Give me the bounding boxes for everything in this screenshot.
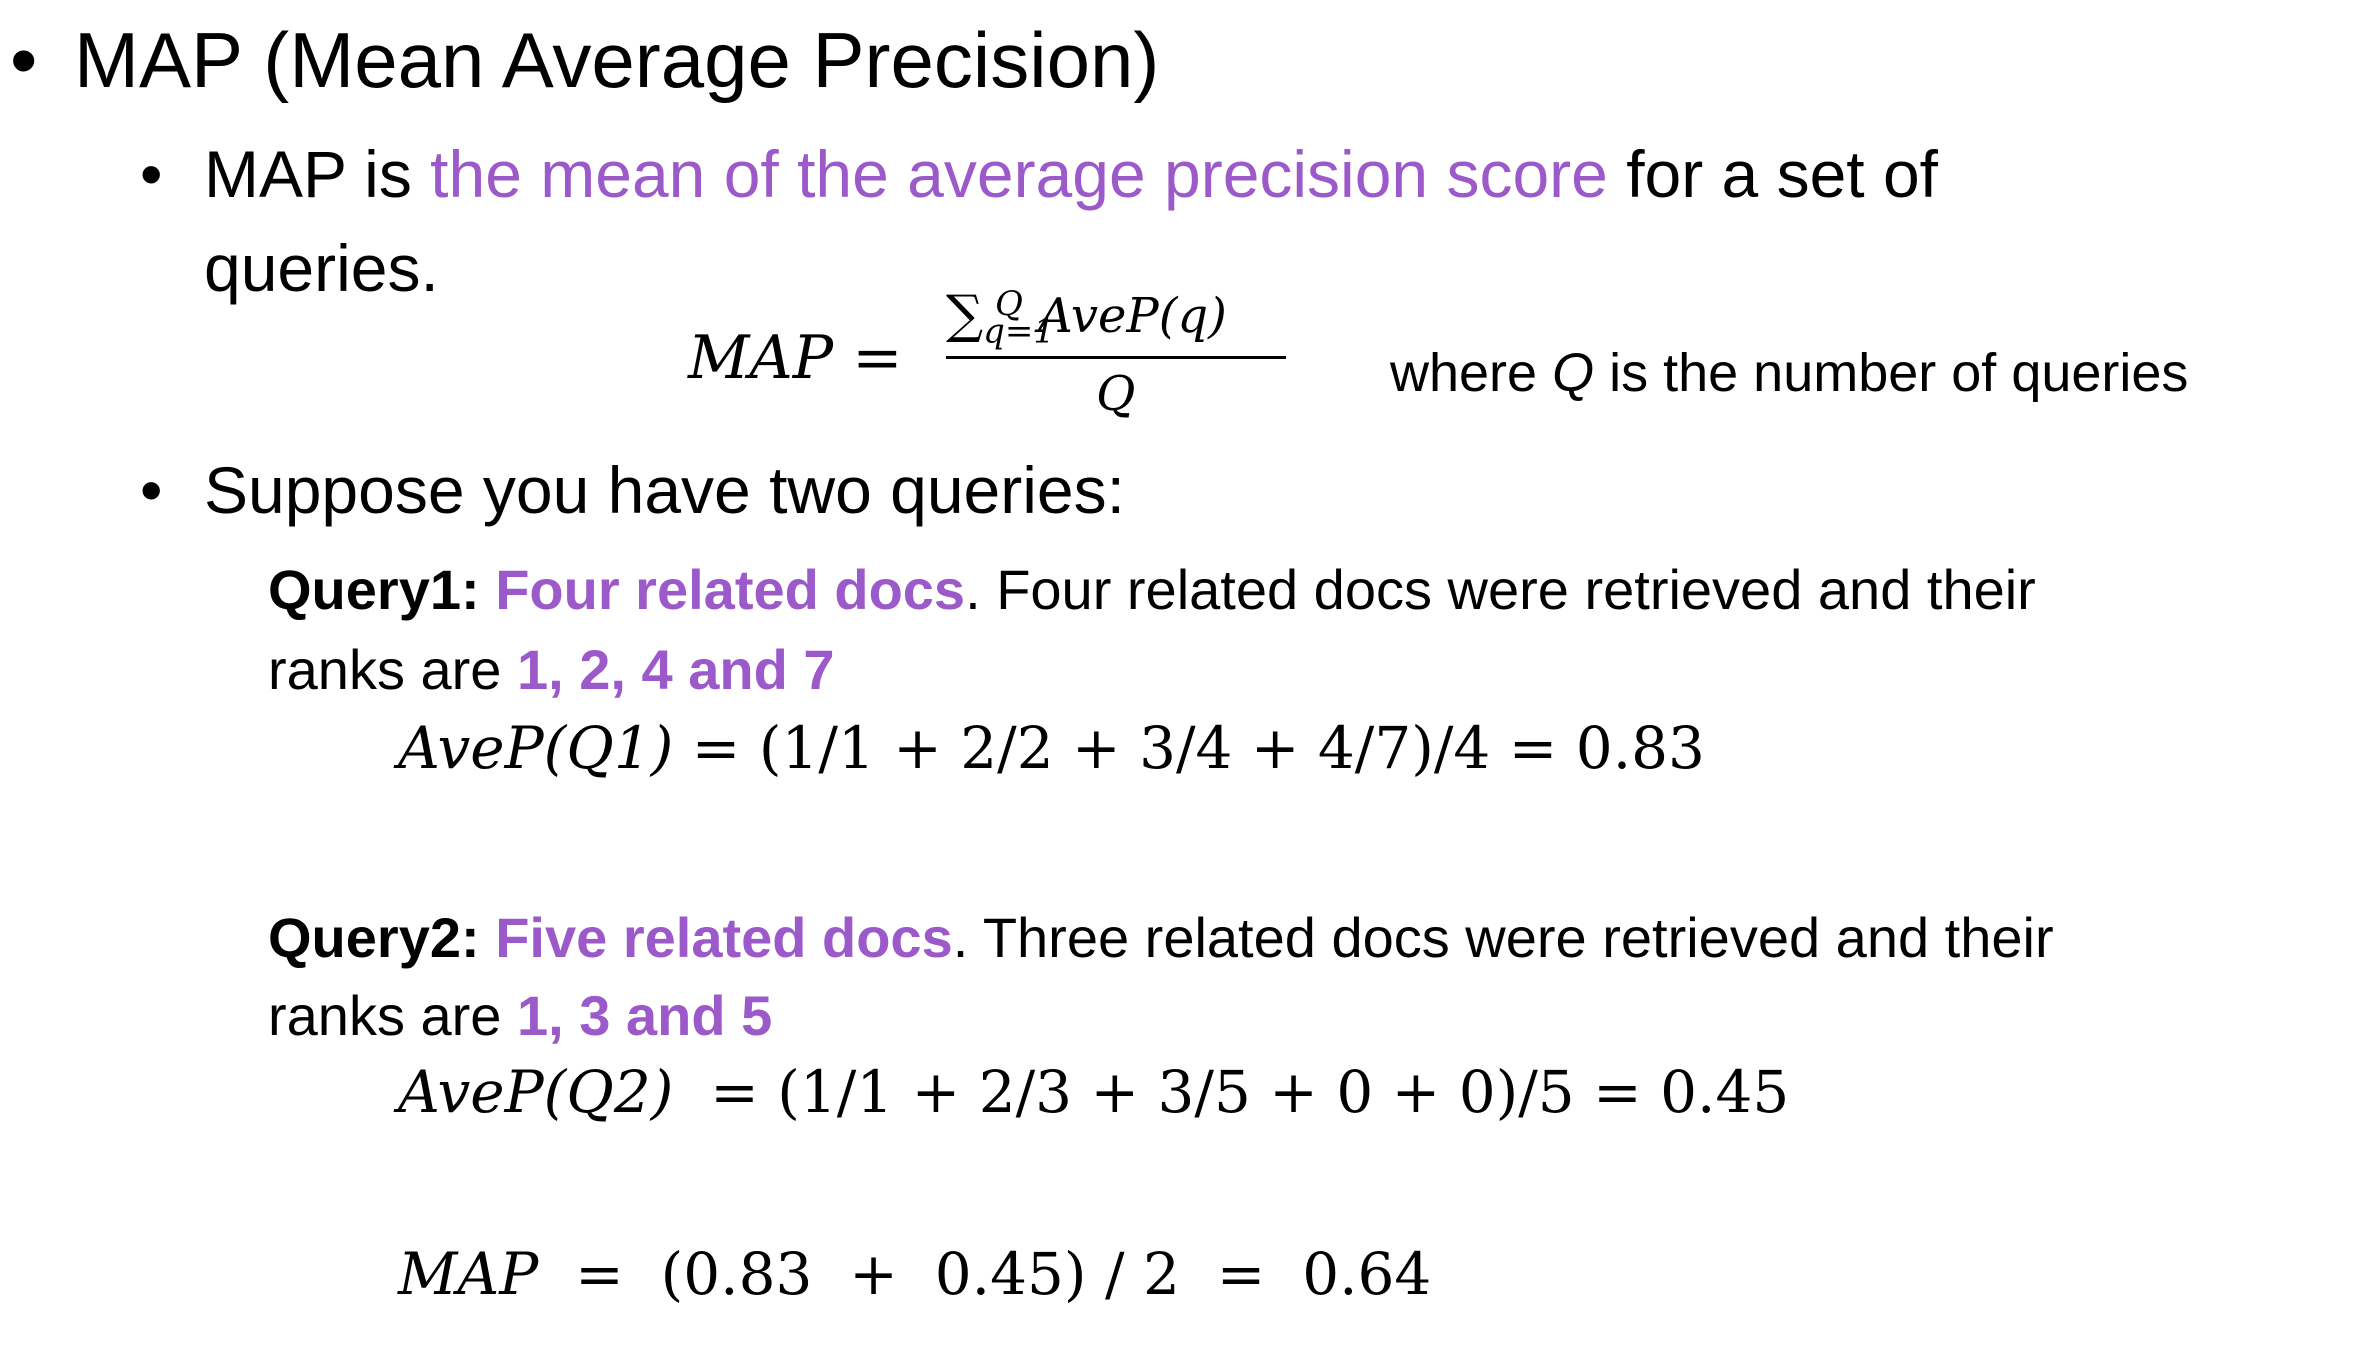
query1-description: Query1: Four related docs. Four related …: [268, 552, 2036, 628]
query2-equation-lhs: AveP(Q2): [398, 1058, 674, 1126]
query2-label: Query2:: [268, 906, 480, 969]
query2-highlight: Five related docs: [495, 906, 953, 969]
query2-description: Query2: Five related docs. Three related…: [268, 900, 2054, 976]
formula-where-note: where Q is the number of queries: [1390, 336, 2188, 410]
suppose-bullet: •: [140, 454, 163, 526]
formula-denominator: Q: [1096, 366, 1136, 422]
query1-highlight: Four related docs: [495, 558, 966, 621]
definition-line-1: MAP is the mean of the average precision…: [204, 132, 1938, 216]
map-formula: MAP = ∑q=1Q AveP(q) Q: [688, 268, 1308, 448]
query2-equation: AveP(Q2) = (1/1 + 2/3 + 3/5 + 0 + 0)/5 =…: [398, 1052, 1789, 1132]
query2-ranks-values: 1, 3 and 5: [517, 984, 773, 1047]
map-result-rhs: = (0.83 + 0.45) / 2 = 0.64: [538, 1240, 1432, 1308]
query2-rest: . Three related docs were retrieved and …: [952, 906, 2054, 969]
query1-equation: AveP(Q1) = (1/1 + 2/2 + 3/4 + 4/7)/4 = 0…: [398, 708, 1705, 788]
definition-highlight: the mean of the average precision score: [430, 137, 1608, 211]
formula-lhs-var: MAP: [688, 323, 834, 393]
definition-prefix: MAP is: [204, 137, 431, 211]
definition-line-2: queries.: [204, 231, 439, 305]
fraction-bar: [946, 356, 1286, 359]
definition-bullet: •: [140, 138, 163, 210]
definition-suffix: for a set of: [1607, 137, 1939, 211]
query1-equation-lhs: AveP(Q1): [398, 714, 674, 782]
map-result-equation: MAP = (0.83 + 0.45) / 2 = 0.64: [398, 1234, 1431, 1314]
query1-rest: . Four related docs were retrieved and t…: [965, 558, 2036, 621]
query1-ranks: ranks are 1, 2, 4 and 7: [268, 632, 835, 708]
query1-equation-rhs: = (1/1 + 2/2 + 3/4 + 4/7)/4 = 0.83: [691, 714, 1705, 782]
where-prefix: where: [1390, 343, 1553, 403]
numerator-term: AveP(q): [1038, 288, 1227, 344]
sum-superscript: Q: [995, 284, 1023, 324]
formula-numerator: ∑q=1Q AveP(q): [946, 272, 1227, 364]
query1-ranks-values: 1, 2, 4 and 7: [517, 638, 835, 701]
query1-ranks-prefix: ranks are: [268, 638, 517, 701]
formula-equals: =: [852, 323, 903, 393]
map-result-lhs: MAP: [398, 1240, 539, 1308]
query2-ranks-prefix: ranks are: [268, 984, 517, 1047]
where-variable: Q: [1552, 343, 1595, 403]
slide-title: MAP (Mean Average Precision): [74, 16, 1160, 104]
query2-equation-rhs: = (1/1 + 2/3 + 3/5 + 0 + 0)/5 = 0.45: [673, 1058, 1790, 1126]
query2-ranks: ranks are 1, 3 and 5: [268, 978, 772, 1054]
where-suffix: is the number of queries: [1594, 343, 2189, 403]
title-bullet: •: [10, 16, 38, 104]
suppose-text: Suppose you have two queries:: [204, 453, 1125, 527]
sum-symbol: ∑: [946, 285, 984, 345]
query1-label: Query1:: [268, 558, 480, 621]
formula-lhs: MAP =: [688, 318, 903, 398]
sum-subscript: q=1: [983, 311, 1056, 352]
